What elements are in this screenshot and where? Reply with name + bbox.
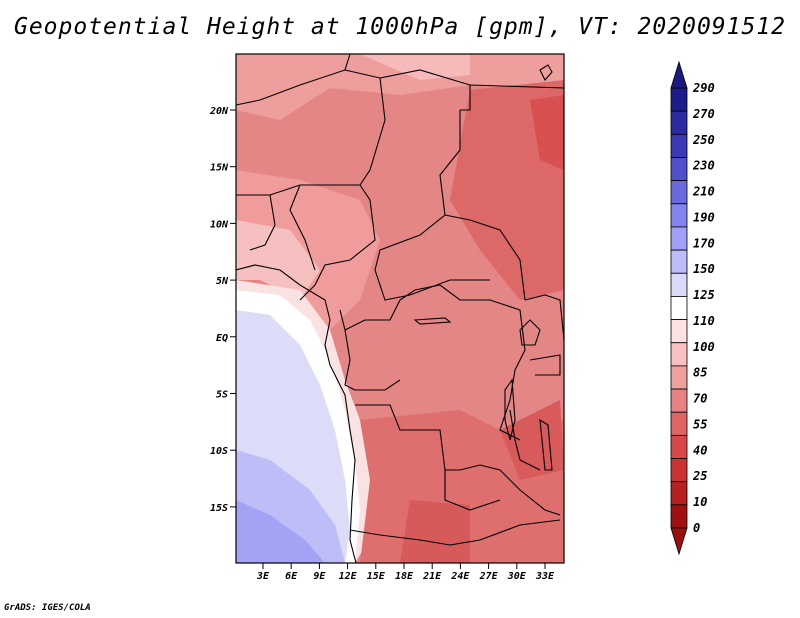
colorbar-swatch <box>670 458 688 483</box>
lat-label: 15N <box>210 163 229 174</box>
lon-label: 27E <box>479 571 499 582</box>
lon-tick: 27E <box>479 563 499 582</box>
lon-label: 9E <box>313 571 326 582</box>
colorbar-swatch <box>670 180 688 205</box>
lon-label: 24E <box>450 571 470 582</box>
colorbar-label: 0 <box>693 521 700 535</box>
colorbar-label: 230 <box>692 159 715 173</box>
lat-tick: EQ <box>216 333 236 344</box>
lat-tick: 10S <box>210 446 236 457</box>
colorbar-swatch <box>670 272 688 297</box>
lon-tick: 9E <box>313 563 326 582</box>
colorbar-label: 290 <box>692 81 715 95</box>
lon-tick: 12E <box>339 563 358 582</box>
colorbar-label: 210 <box>692 185 715 199</box>
colorbar-swatch <box>670 365 688 390</box>
colorbar-label: 100 <box>693 340 715 354</box>
lat-label: 5N <box>216 276 229 287</box>
lat-label: 10S <box>210 446 228 457</box>
colorbar-swatch <box>670 87 688 112</box>
colorbar-label: 110 <box>693 314 715 328</box>
colorbar-swatch <box>670 157 688 182</box>
lon-label: 30E <box>507 571 527 582</box>
colorbar-swatch <box>670 296 688 320</box>
lat-label: 20N <box>209 106 229 117</box>
country-borders <box>236 54 564 563</box>
colorbar-label: 125 <box>693 288 715 302</box>
colorbar-label: 25 <box>692 469 707 483</box>
map-frame <box>235 53 565 564</box>
height-field <box>236 54 564 563</box>
lon-label: 15E <box>367 571 386 582</box>
colorbar-swatch <box>670 411 688 436</box>
colorbar-swatch <box>670 342 688 367</box>
lon-label: 33E <box>535 571 555 582</box>
lat-tick: 15N <box>210 163 236 174</box>
colorbar-bottom-cap <box>670 527 688 556</box>
lat-label: 5S <box>216 390 228 401</box>
lon-label: 12E <box>339 571 358 582</box>
colorbar-swatch <box>670 249 688 274</box>
lon-tick: 15E <box>367 563 386 582</box>
lon-label: 21E <box>422 571 442 582</box>
colorbar-label: 55 <box>693 417 707 431</box>
colorbar-swatch <box>670 434 688 459</box>
colorbar-label: 10 <box>693 495 707 509</box>
map-title: Geopotential Height at 1000hPa [gpm], VT… <box>13 14 787 40</box>
colorbar-swatch <box>670 133 688 158</box>
lon-label: 3E <box>256 571 270 582</box>
colorbar-label: 270 <box>692 107 715 121</box>
colorbar-label: 190 <box>693 210 715 224</box>
lon-tick: 18E <box>395 563 414 582</box>
lat-tick: 20N <box>209 106 236 117</box>
lon-tick: 30E <box>507 563 527 582</box>
colorbar-swatch <box>670 504 688 529</box>
latitude-axis: 20N 15N 10N 5N EQ 5S 10S 15S <box>209 106 236 514</box>
lon-label: 6E <box>285 571 298 582</box>
lat-tick: 5N <box>216 276 236 287</box>
lon-tick: 33E <box>535 563 555 582</box>
colorbar-swatch <box>670 226 688 251</box>
lon-label: 18E <box>395 571 414 582</box>
lon-tick: 3E <box>256 563 270 582</box>
lat-label: 10N <box>210 219 229 230</box>
colorbar-label: 170 <box>693 236 715 250</box>
colorbar-swatch <box>670 481 688 506</box>
lat-tick: 10N <box>210 219 236 230</box>
colorbar-swatch <box>670 203 688 228</box>
lat-tick: 15S <box>210 503 236 514</box>
lon-tick: 21E <box>422 563 442 582</box>
lat-label: EQ <box>216 333 228 344</box>
longitude-axis: 3E 6E 9E 12E 15E 18E 21E 24E 27E 30E 33E <box>256 563 555 582</box>
lat-label: 15S <box>210 503 228 514</box>
colorbar-swatch <box>670 110 688 135</box>
colorbar-swatch <box>670 388 688 413</box>
lat-tick: 5S <box>216 390 236 401</box>
colorbar: 2902702502302101901701501251101008570554… <box>670 60 715 556</box>
lon-tick: 24E <box>450 563 470 582</box>
colorbar-label: 250 <box>692 133 715 147</box>
colorbar-swatch <box>670 319 688 344</box>
grads-credit: GrADS: IGES/COLA <box>4 603 91 613</box>
colorbar-label: 150 <box>693 262 715 276</box>
colorbar-label: 40 <box>693 443 707 457</box>
colorbar-label: 70 <box>693 392 707 406</box>
lon-tick: 6E <box>285 563 298 582</box>
colorbar-top-cap <box>670 60 688 89</box>
colorbar-label: 85 <box>693 366 707 380</box>
